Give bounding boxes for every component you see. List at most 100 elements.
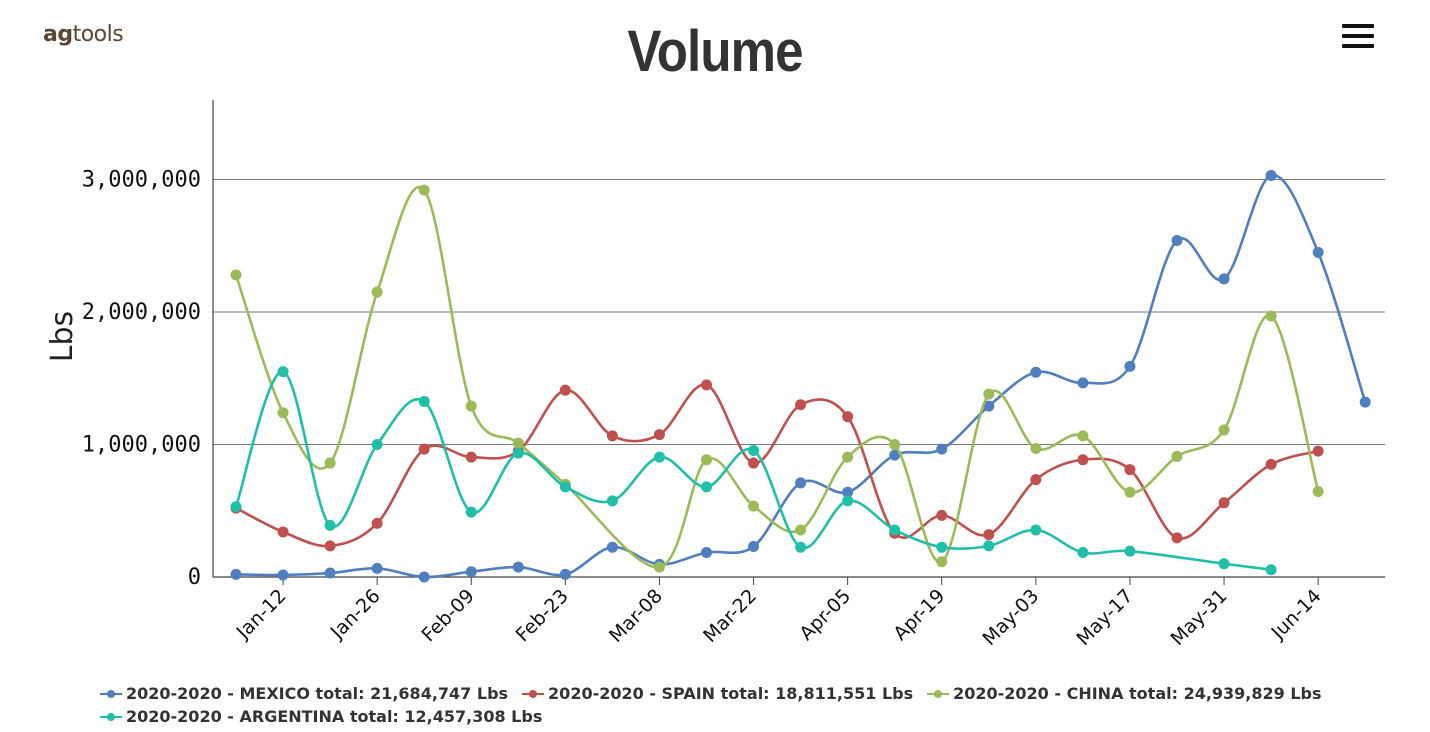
data-point[interactable] bbox=[230, 568, 242, 580]
data-point[interactable] bbox=[889, 524, 901, 536]
data-point[interactable] bbox=[1359, 396, 1371, 408]
data-point[interactable] bbox=[1124, 486, 1136, 498]
data-point[interactable] bbox=[1218, 424, 1230, 436]
data-point[interactable] bbox=[277, 569, 289, 581]
data-point[interactable] bbox=[465, 506, 477, 518]
data-point[interactable] bbox=[324, 540, 336, 552]
data-point[interactable] bbox=[1171, 532, 1183, 544]
data-point[interactable] bbox=[795, 524, 807, 536]
data-point[interactable] bbox=[653, 429, 665, 441]
data-point[interactable] bbox=[1265, 310, 1277, 322]
data-point[interactable] bbox=[465, 400, 477, 412]
data-point[interactable] bbox=[748, 457, 760, 469]
data-point[interactable] bbox=[465, 566, 477, 578]
data-point[interactable] bbox=[1077, 454, 1089, 466]
data-point[interactable] bbox=[748, 541, 760, 553]
data-point[interactable] bbox=[371, 517, 383, 529]
data-point[interactable] bbox=[559, 384, 571, 396]
data-point[interactable] bbox=[1171, 450, 1183, 462]
data-point[interactable] bbox=[701, 481, 712, 493]
legend-label: 2020-2020 - CHINA total: 24,939,829 Lbs bbox=[953, 684, 1322, 703]
data-point[interactable] bbox=[889, 439, 901, 450]
data-point[interactable] bbox=[418, 571, 430, 583]
agtools-logo[interactable]: agtools bbox=[43, 22, 124, 47]
data-point[interactable] bbox=[936, 541, 948, 553]
data-point[interactable] bbox=[606, 541, 618, 553]
data-point[interactable] bbox=[324, 457, 336, 469]
data-point[interactable] bbox=[559, 481, 571, 493]
data-point[interactable] bbox=[1030, 474, 1042, 486]
data-point[interactable] bbox=[324, 519, 336, 531]
data-point[interactable] bbox=[1030, 524, 1042, 536]
data-point[interactable] bbox=[371, 286, 383, 298]
data-point[interactable] bbox=[1030, 442, 1042, 454]
data-point[interactable] bbox=[936, 443, 948, 455]
legend-item[interactable]: 2020-2020 - ARGENTINA total: 12,457,308 … bbox=[100, 705, 542, 728]
data-point[interactable] bbox=[795, 477, 807, 489]
data-point[interactable] bbox=[324, 567, 336, 579]
data-point[interactable] bbox=[653, 561, 665, 573]
data-point[interactable] bbox=[465, 451, 477, 463]
data-point[interactable] bbox=[842, 411, 854, 423]
data-point[interactable] bbox=[559, 568, 571, 580]
data-point[interactable] bbox=[371, 439, 383, 450]
data-point[interactable] bbox=[1218, 558, 1230, 570]
data-point[interactable] bbox=[983, 388, 995, 400]
data-point[interactable] bbox=[842, 486, 854, 498]
data-point[interactable] bbox=[936, 509, 948, 521]
data-point[interactable] bbox=[418, 395, 430, 407]
data-point[interactable] bbox=[701, 546, 712, 558]
data-point[interactable] bbox=[701, 454, 712, 466]
data-point[interactable] bbox=[512, 437, 524, 449]
data-point[interactable] bbox=[277, 407, 289, 419]
data-point[interactable] bbox=[277, 526, 289, 538]
data-point[interactable] bbox=[795, 541, 807, 553]
data-point[interactable] bbox=[842, 495, 854, 507]
data-point[interactable] bbox=[371, 562, 383, 574]
data-point[interactable] bbox=[889, 449, 901, 461]
data-point[interactable] bbox=[277, 366, 289, 378]
data-point[interactable] bbox=[1124, 545, 1136, 557]
data-point[interactable] bbox=[1077, 377, 1089, 389]
data-point[interactable] bbox=[512, 561, 524, 573]
data-point[interactable] bbox=[1265, 564, 1277, 576]
data-point[interactable] bbox=[748, 500, 760, 512]
data-point[interactable] bbox=[606, 495, 618, 507]
data-point[interactable] bbox=[606, 430, 618, 442]
legend-item[interactable]: 2020-2020 - CHINA total: 24,939,829 Lbs bbox=[927, 682, 1322, 705]
data-point[interactable] bbox=[983, 529, 995, 541]
data-point[interactable] bbox=[1077, 546, 1089, 558]
data-point[interactable] bbox=[936, 556, 948, 568]
x-tick-label: May-03 bbox=[978, 585, 1043, 650]
data-point[interactable] bbox=[1124, 464, 1136, 476]
data-point[interactable] bbox=[983, 400, 995, 412]
legend-item[interactable]: 2020-2020 - SPAIN total: 18,811,551 Lbs bbox=[522, 682, 913, 705]
data-point[interactable] bbox=[795, 399, 807, 411]
data-point[interactable] bbox=[1218, 273, 1230, 285]
data-point[interactable] bbox=[842, 451, 854, 463]
data-point[interactable] bbox=[1312, 445, 1324, 457]
data-point[interactable] bbox=[748, 444, 760, 456]
data-point[interactable] bbox=[701, 379, 712, 391]
x-tick-label: Apr-19 bbox=[889, 585, 949, 645]
data-point[interactable] bbox=[983, 540, 995, 552]
data-point[interactable] bbox=[1171, 234, 1183, 246]
data-point[interactable] bbox=[230, 269, 242, 281]
hamburger-menu-icon[interactable] bbox=[1342, 24, 1374, 52]
data-point[interactable] bbox=[1265, 458, 1277, 470]
data-point[interactable] bbox=[1312, 246, 1324, 258]
data-point[interactable] bbox=[230, 501, 242, 513]
data-point[interactable] bbox=[1265, 170, 1277, 182]
data-point[interactable] bbox=[418, 443, 430, 455]
series-line-1 bbox=[235, 174, 1367, 579]
data-point[interactable] bbox=[653, 451, 665, 463]
data-point[interactable] bbox=[512, 447, 524, 459]
data-point[interactable] bbox=[418, 184, 430, 196]
data-point[interactable] bbox=[1124, 360, 1136, 372]
legend-item[interactable]: 2020-2020 - MEXICO total: 21,684,747 Lbs bbox=[100, 682, 508, 705]
data-point[interactable] bbox=[1218, 497, 1230, 509]
data-point[interactable] bbox=[1312, 486, 1324, 498]
series-line-2 bbox=[235, 383, 1319, 548]
data-point[interactable] bbox=[1077, 430, 1089, 442]
data-point[interactable] bbox=[1030, 366, 1042, 378]
